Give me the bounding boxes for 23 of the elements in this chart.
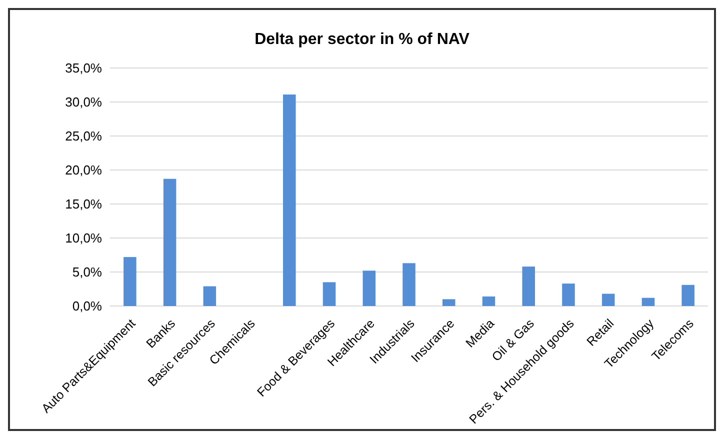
bar	[442, 299, 456, 306]
y-tick-label: 15,0%	[65, 196, 102, 212]
y-tick-label: 30,0%	[65, 94, 102, 110]
bar	[522, 266, 535, 306]
bar	[682, 284, 694, 306]
chart-title: Delta per sector in % of NAV	[254, 31, 470, 48]
bar	[362, 270, 376, 306]
bar	[402, 263, 416, 306]
bar	[283, 94, 296, 306]
bar	[124, 257, 136, 306]
y-tick-label: 25,0%	[65, 128, 102, 144]
bar	[482, 296, 496, 306]
y-tick-label: 20,0%	[65, 162, 102, 178]
bar	[322, 282, 336, 306]
y-tick-label: 10,0%	[65, 230, 102, 246]
bar	[163, 178, 176, 306]
bar	[642, 298, 655, 306]
y-tick-label: 0,0%	[72, 298, 102, 314]
bar	[562, 284, 575, 306]
y-tick-label: 5,0%	[72, 264, 102, 280]
bar	[203, 286, 216, 306]
y-tick-label: 35,0%	[65, 60, 102, 76]
bar	[602, 294, 615, 306]
